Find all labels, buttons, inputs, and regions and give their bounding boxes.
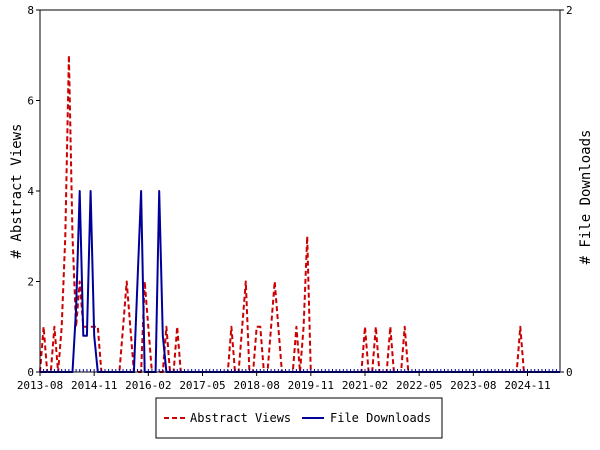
x-tick-label: 2017-05: [179, 379, 225, 392]
left-tick-label: 2: [27, 276, 34, 289]
right-tick-label: 0: [566, 366, 573, 379]
legend-box: [155, 397, 443, 439]
series-line-file-downloads: [40, 190, 560, 373]
left-tick-label: 6: [27, 95, 34, 108]
x-tick-label: 2021-02: [342, 379, 388, 392]
right-tick-label: 2: [566, 4, 573, 17]
axis-layer: 0 2 4 6 8 0 2 2013-08 2014-11 2016-02 2017-05 2018-…: [17, 4, 573, 392]
left-tick-label: 0: [27, 366, 34, 379]
x-tick-label: 2016-02: [125, 379, 171, 392]
plot-frame: [39, 9, 561, 373]
x-tick-label: 2019-11: [288, 379, 334, 392]
x-tick-label: 2024-11: [504, 379, 550, 392]
series-line-abstract-views: [39, 54, 560, 373]
legend-label-abstract-views: Abstract Views: [190, 411, 291, 425]
x-tick-label: 2018-08: [233, 379, 279, 392]
plot-layer: [39, 54, 560, 373]
x-tick-label: 2022-05: [396, 379, 442, 392]
left-axis-title: # Abstract Views: [9, 124, 25, 259]
right-axis-title: # File Downloads: [578, 130, 594, 265]
x-tick-label: 2013-08: [17, 379, 63, 392]
left-tick-label: 4: [27, 185, 34, 198]
left-tick-label: 8: [27, 4, 34, 17]
x-tick-label: 2023-08: [450, 379, 496, 392]
x-tick-label: 2014-11: [71, 379, 117, 392]
legend-label-file-downloads: File Downloads: [330, 411, 431, 425]
legend: Abstract Views File Downloads: [155, 397, 443, 439]
